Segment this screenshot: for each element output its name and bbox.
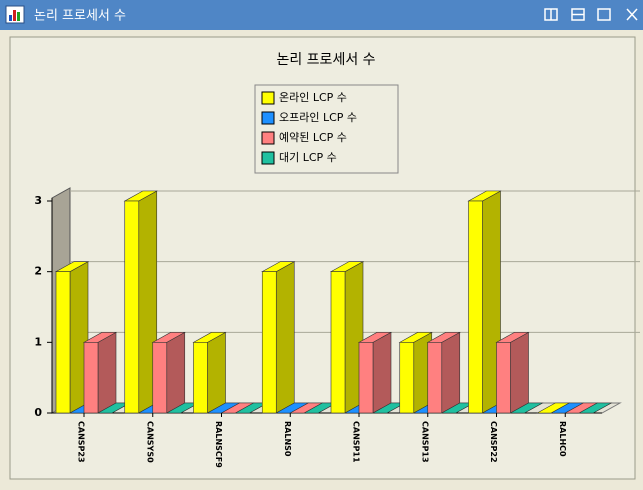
y-tick-label: 1: [34, 335, 42, 348]
legend: [254, 84, 399, 174]
y-tick-label: 3: [34, 194, 42, 207]
y-tick-label: 0: [34, 406, 42, 419]
bar-front: [427, 342, 443, 414]
icon-bar: [9, 15, 12, 21]
x-tick-label: CANSP23: [77, 421, 86, 463]
bar-side: [207, 331, 226, 414]
bar-front: [358, 342, 374, 414]
legend-swatch: [261, 131, 275, 145]
bar-front: [193, 342, 208, 414]
bar-front: [124, 200, 140, 414]
bar: [151, 331, 186, 414]
bar: [509, 402, 544, 414]
title-bar: [0, 0, 643, 30]
bar: [398, 331, 433, 414]
icon-bar: [13, 10, 16, 21]
legend-label: 온라인 LCP 수: [279, 91, 347, 104]
maximize-button[interactable]: [597, 8, 611, 21]
bar-front: [496, 342, 511, 414]
bar: [467, 190, 502, 414]
bar: [495, 331, 530, 414]
bar-front: [152, 342, 168, 414]
bar-side: [97, 331, 117, 414]
x-tick-label: CANSP22: [489, 421, 498, 463]
bar-side: [510, 331, 529, 414]
bar-front: [399, 342, 415, 414]
bar-top: [509, 402, 544, 414]
bar-top: [578, 402, 613, 414]
legend-swatch: [261, 111, 275, 125]
bar-side: [275, 261, 295, 414]
bar: [578, 402, 613, 414]
bar: [192, 331, 227, 414]
bar-side: [372, 331, 392, 414]
bar-front: [55, 271, 71, 414]
x-tick-label: RALHC0: [558, 421, 567, 457]
legend-swatch: [261, 151, 275, 165]
bar: [329, 261, 365, 414]
bar-front: [83, 342, 99, 414]
bar-side: [441, 331, 461, 414]
bar: [426, 331, 461, 414]
y-tick-label: 2: [34, 265, 42, 278]
x-tick-label: CANSP11: [352, 421, 361, 463]
bar: [54, 261, 90, 414]
legend-label: 오프라인 LCP 수: [279, 111, 357, 124]
bar: [357, 331, 393, 414]
bar-front: [468, 200, 483, 414]
x-tick-label: RALNS0: [283, 421, 292, 457]
x-tick-label: RALNSCF9: [214, 421, 223, 468]
legend-swatch: [261, 91, 275, 105]
bar-side: [166, 331, 186, 414]
bar: [123, 190, 158, 414]
bar: [261, 261, 296, 414]
legend-label: 대기 LCP 수: [279, 151, 337, 164]
bar-front: [330, 271, 346, 414]
bar-front: [261, 271, 277, 414]
chart-title: 논리 프로세서 수: [276, 52, 375, 68]
bar: [82, 331, 118, 414]
x-tick-label: CANSYS0: [145, 421, 154, 463]
window-title: 논리 프로세서 수: [34, 9, 126, 24]
icon-line: [626, 8, 638, 21]
legend-label: 예약된 LCP 수: [279, 130, 347, 144]
x-tick-label: CANSP13: [420, 421, 429, 463]
icon-bar: [17, 12, 20, 21]
